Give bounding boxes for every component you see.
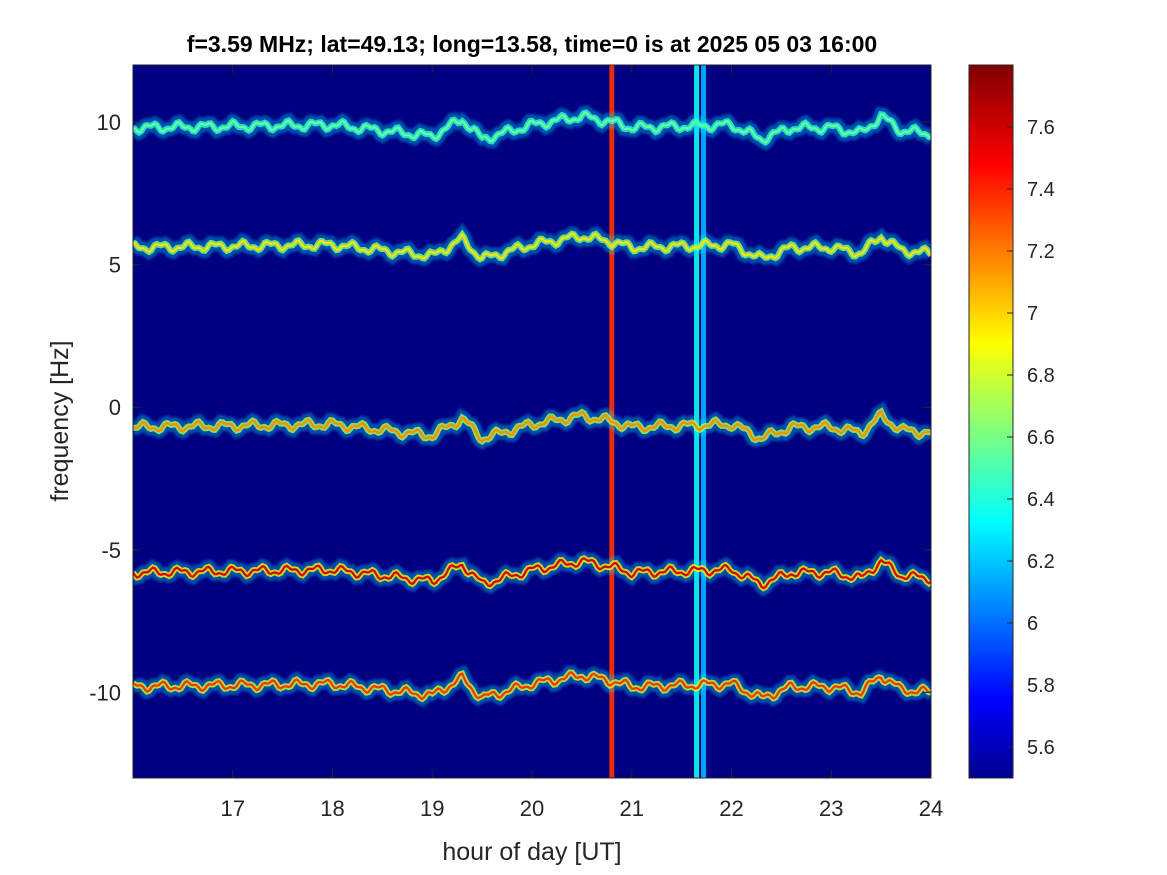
trace-1	[133, 222, 931, 268]
colorbar-tick-label: 5.6	[1027, 737, 1055, 759]
x-tick-label: 24	[919, 796, 943, 821]
colorbar	[968, 64, 1014, 779]
y-axis-label: frequency [Hz]	[46, 340, 74, 501]
trace-core-3	[133, 557, 931, 590]
x-tick-label: 22	[719, 796, 743, 821]
trace-4	[133, 664, 931, 708]
trace-core-0	[133, 111, 931, 144]
trace-core-4	[133, 671, 931, 701]
x-tick-label: 18	[320, 796, 344, 821]
colorbar-tick-label: 6	[1027, 613, 1038, 635]
x-tick-label: 23	[819, 796, 843, 821]
colorbar-tick-label: 5.8	[1027, 675, 1055, 697]
colorbar-tick-label: 7	[1027, 303, 1038, 325]
colorbar-tick-label: 7.6	[1027, 117, 1055, 139]
colorbar-tick-label: 6.8	[1027, 365, 1055, 387]
trace-3	[133, 550, 931, 597]
y-axis-ticks: -10 -5 0 5 10	[89, 110, 931, 705]
trace-2	[133, 401, 931, 450]
colorbar-tick-label: 7.4	[1027, 179, 1055, 201]
y-tick-label: 10	[97, 110, 121, 135]
trace-core-2	[133, 409, 931, 443]
colorbar-tick-label: 6.6	[1027, 427, 1055, 449]
x-tick-label: 20	[520, 796, 544, 821]
x-axis-ticks: 17 18 19 20 21 22 23 24	[221, 65, 943, 821]
y-tick-label: 0	[109, 395, 121, 420]
y-tick-label: -10	[89, 680, 121, 705]
y-tick-label: 5	[109, 253, 121, 278]
colorbar-tick-label: 7.2	[1027, 241, 1055, 263]
spectral-traces	[133, 104, 931, 708]
x-axis-label: hour of day [UT]	[442, 838, 621, 866]
x-tick-label: 17	[221, 796, 245, 821]
colorbar-ticks: 5.6 5.8 6 6.2 6.4 6.6 6.8 7 7.2 7.4 7.6	[1007, 117, 1055, 759]
y-tick-label: -5	[101, 538, 121, 563]
chart-title: f=3.59 MHz; lat=49.13; long=13.58, time=…	[187, 31, 877, 57]
plot-frame	[132, 64, 932, 779]
x-tick-label: 19	[420, 796, 444, 821]
colorbar-tick-label: 6.2	[1027, 551, 1055, 573]
x-tick-label: 21	[620, 796, 644, 821]
colorbar-tick-label: 6.4	[1027, 489, 1055, 511]
trace-0	[133, 104, 931, 151]
trace-core-1	[133, 232, 931, 261]
